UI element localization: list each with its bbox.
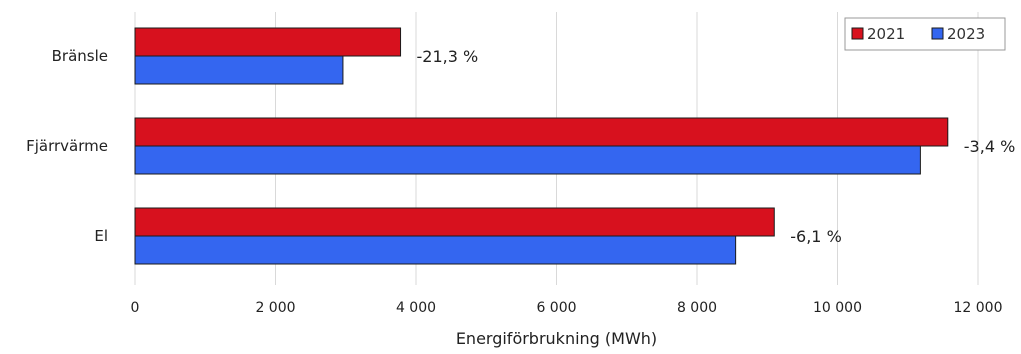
bar-2023-2 (134, 235, 737, 265)
x-tick-label: 6 000 (536, 300, 576, 316)
legend: 2021 2023 (844, 17, 1006, 51)
x-tick-label: 0 (131, 300, 140, 316)
legend-label-2023: 2023 (947, 25, 985, 43)
category-label: Fjärrvärme (26, 137, 108, 155)
x-tick-label: 4 000 (396, 300, 436, 316)
legend-label-2021: 2021 (867, 25, 905, 43)
bars (134, 27, 949, 265)
legend-swatch-2021 (851, 27, 864, 40)
bar-2023-0 (134, 55, 344, 85)
change-data-label: -6,1 % (790, 227, 842, 246)
category-label: Bränsle (52, 47, 108, 65)
bar-2021-0 (134, 27, 402, 57)
change-data-label: -21,3 % (417, 47, 479, 66)
legend-swatch-2023 (931, 27, 944, 40)
bar-2021-2 (134, 207, 775, 237)
category-label: El (94, 227, 108, 245)
x-tick-label: 8 000 (677, 300, 717, 316)
legend-box (844, 17, 1006, 51)
bar-2021-1 (134, 117, 949, 147)
bar-2023-1 (134, 145, 921, 175)
change-data-label: -3,4 % (964, 137, 1016, 156)
x-tick-label: 2 000 (255, 300, 295, 316)
x-tick-label: 12 000 (954, 300, 1003, 316)
labels: 0 2 000 4 000 6 000 8 000 10 000 12 000 Bränsle… (26, 47, 1015, 316)
x-tick-label: 10 000 (813, 300, 862, 316)
x-axis-title: Energiförbrukning (MWh) (456, 329, 657, 348)
